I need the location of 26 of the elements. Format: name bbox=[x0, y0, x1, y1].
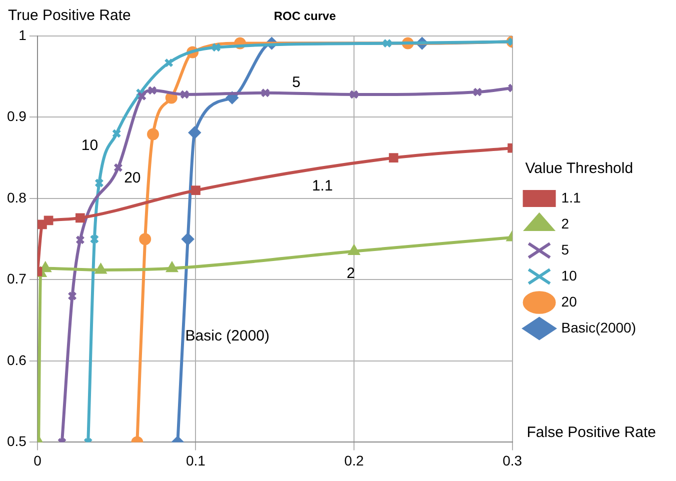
y-axis-title: True Positive Rate bbox=[8, 7, 131, 24]
legend-label: 5 bbox=[561, 241, 570, 258]
legend-label: 1.1 bbox=[561, 189, 581, 206]
legend-label: 10 bbox=[561, 267, 578, 284]
annotation: Basic (2000) bbox=[185, 328, 270, 345]
y-tick-label: 0.7 bbox=[6, 270, 27, 287]
annotation: 10 bbox=[81, 136, 98, 154]
y-tick-label: 0.8 bbox=[6, 189, 27, 206]
legend-label: Basic(2000) bbox=[561, 319, 636, 336]
chart-title: ROC curve bbox=[274, 9, 336, 23]
annotation: 5 bbox=[292, 74, 300, 91]
y-tick-label: 0.6 bbox=[6, 352, 27, 368]
y-tick-label: 1 bbox=[18, 26, 27, 43]
legend-label: 20 bbox=[561, 293, 578, 310]
y-tick-label: 0.5 bbox=[6, 433, 27, 450]
legend-title: Value Threshold bbox=[525, 160, 634, 178]
x-tick-label: 0 bbox=[34, 452, 42, 468]
y-tick-label: 0.9 bbox=[6, 108, 27, 124]
x-axis-title: False Positive Rate bbox=[526, 424, 656, 442]
legend-label: 2 bbox=[561, 215, 570, 232]
annotation: 1.1 bbox=[312, 177, 333, 194]
annotation: 2 bbox=[346, 264, 356, 282]
x-tick-label: 0.3 bbox=[502, 452, 522, 468]
annotation: 20 bbox=[124, 169, 141, 186]
x-tick-label: 0.1 bbox=[186, 452, 206, 468]
x-tick-label: 0.2 bbox=[344, 452, 364, 468]
